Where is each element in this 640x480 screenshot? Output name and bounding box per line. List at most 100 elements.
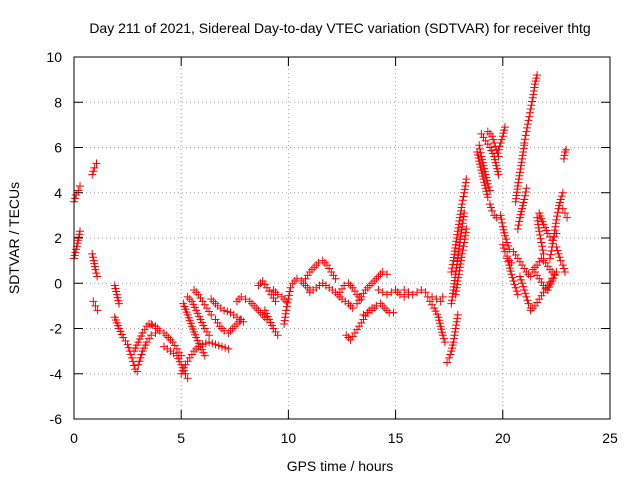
data-point xyxy=(121,336,130,345)
data-point xyxy=(539,288,548,297)
data-point xyxy=(93,306,102,315)
data-point xyxy=(126,350,135,359)
data-point xyxy=(515,171,524,180)
data-point xyxy=(439,334,448,343)
data-point xyxy=(461,178,470,187)
y-tick-label: 0 xyxy=(54,275,62,291)
data-point xyxy=(456,256,465,265)
data-point xyxy=(413,288,422,297)
data-point xyxy=(346,335,355,344)
data-point xyxy=(496,211,505,220)
data-point xyxy=(142,338,151,347)
data-point xyxy=(237,315,246,324)
data-point xyxy=(202,304,211,313)
data-point xyxy=(545,254,554,263)
data-point xyxy=(500,231,509,240)
data-point xyxy=(549,232,558,241)
data-point xyxy=(535,230,544,239)
data-point xyxy=(526,105,535,114)
data-point xyxy=(559,264,568,273)
data-point xyxy=(181,360,190,369)
data-point xyxy=(172,344,181,353)
data-point xyxy=(458,200,467,209)
data-point xyxy=(514,178,523,187)
data-point xyxy=(518,151,527,160)
data-point xyxy=(500,123,509,132)
data-point xyxy=(461,231,470,240)
data-point xyxy=(348,283,357,292)
data-point xyxy=(457,203,466,212)
data-point xyxy=(273,290,282,299)
data-point xyxy=(175,348,184,357)
data-point xyxy=(508,273,517,282)
data-point xyxy=(89,297,98,306)
data-point xyxy=(282,306,291,315)
data-point xyxy=(543,262,552,271)
data-point xyxy=(454,223,463,232)
data-point xyxy=(460,235,469,244)
data-point xyxy=(456,210,465,219)
data-point xyxy=(462,175,471,184)
data-point xyxy=(194,290,203,299)
data-point xyxy=(535,274,544,283)
data-point xyxy=(258,276,267,285)
data-point xyxy=(123,340,132,349)
data-point xyxy=(207,310,216,319)
data-point xyxy=(535,295,544,304)
data-point xyxy=(554,249,563,258)
data-point xyxy=(284,295,293,304)
data-point xyxy=(335,288,344,297)
data-point xyxy=(170,341,179,350)
data-point xyxy=(285,291,294,300)
data-point xyxy=(452,283,461,292)
data-point xyxy=(521,131,530,140)
y-axis-title: SDTVAR / TECUs xyxy=(6,182,22,294)
data-point xyxy=(518,154,527,163)
data-point xyxy=(514,221,523,230)
data-point xyxy=(446,350,455,359)
data-point xyxy=(502,235,511,244)
x-tick-label: 25 xyxy=(602,430,618,446)
data-point xyxy=(521,187,530,196)
data-point xyxy=(513,224,522,233)
data-point xyxy=(348,304,357,313)
data-point xyxy=(533,213,542,222)
data-point xyxy=(350,287,359,296)
data-point xyxy=(515,272,524,281)
data-point xyxy=(455,266,464,275)
data-point xyxy=(553,246,562,255)
data-point xyxy=(494,152,503,161)
data-point xyxy=(460,188,469,197)
data-point xyxy=(525,108,534,117)
y-tick-label: -2 xyxy=(50,321,63,337)
data-point xyxy=(224,344,233,353)
data-point xyxy=(503,238,512,247)
data-point xyxy=(519,148,528,157)
data-point xyxy=(76,181,85,190)
data-point xyxy=(530,267,539,276)
data-point xyxy=(355,322,364,331)
data-point xyxy=(479,133,488,142)
data-point xyxy=(562,145,571,154)
data-point xyxy=(327,267,336,276)
data-point xyxy=(524,299,533,308)
data-point xyxy=(135,357,144,366)
data-point xyxy=(453,314,462,323)
data-point xyxy=(451,240,460,249)
data-point xyxy=(119,333,128,342)
data-point xyxy=(448,260,457,269)
data-point xyxy=(515,168,524,177)
data-point xyxy=(428,300,437,309)
data-point xyxy=(535,227,544,236)
data-point xyxy=(271,297,280,306)
data-point xyxy=(495,142,504,151)
data-point xyxy=(529,90,538,99)
data-point xyxy=(200,324,209,333)
data-point xyxy=(455,217,464,226)
data-point xyxy=(443,358,452,367)
data-point xyxy=(453,230,462,239)
data-point xyxy=(485,186,494,195)
data-point xyxy=(221,343,230,352)
data-point xyxy=(91,265,100,274)
